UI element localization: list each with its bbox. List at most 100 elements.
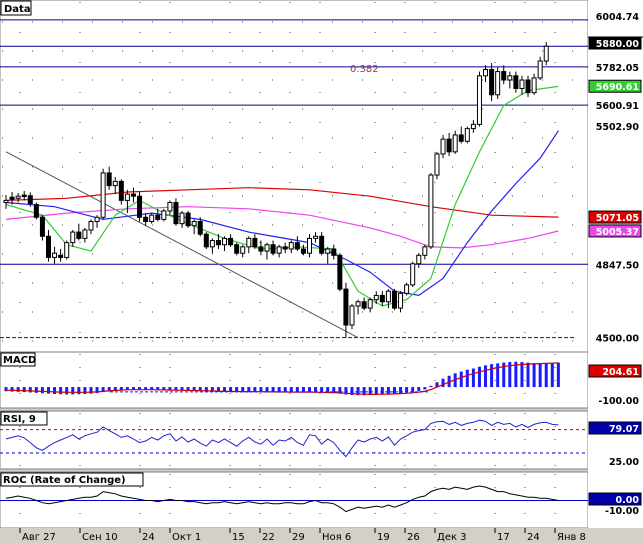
candle-body — [130, 193, 136, 197]
candle-body — [9, 196, 15, 200]
candle-body — [543, 45, 549, 62]
candle-body — [489, 68, 495, 96]
candle-body — [416, 254, 422, 265]
x-tick-label: Янв 8 — [557, 532, 586, 543]
macd-plot-area[interactable] — [0, 351, 589, 409]
candle-body — [428, 174, 434, 248]
candle-body — [64, 242, 70, 258]
candle-body — [52, 252, 58, 258]
roc-value-tag-label: 0.00 — [616, 495, 640, 506]
price-tag-label: 6004.74 — [596, 12, 640, 23]
candle-body — [234, 244, 240, 254]
candle-body — [45, 235, 51, 258]
main-panel-label: Data — [4, 4, 31, 15]
candle-body — [288, 242, 294, 250]
candle-body — [464, 128, 470, 142]
candle-body — [501, 71, 507, 81]
candle-body — [167, 202, 173, 212]
price-tag-bg — [588, 119, 642, 133]
price-tag-bg — [588, 9, 642, 23]
candle-body — [222, 237, 228, 246]
price-tag-bg — [588, 98, 642, 112]
rsi-value-tag: 79.07 — [588, 421, 642, 435]
candle-body — [385, 290, 391, 303]
candle-body — [106, 172, 112, 187]
candle-body — [337, 254, 343, 290]
x-tick-label: 15 — [232, 532, 245, 543]
candle-body — [70, 231, 76, 244]
candle-body — [76, 231, 82, 239]
price-tag-bg — [588, 257, 642, 271]
rsi-value-tag-label: 79.07 — [609, 424, 639, 435]
candle-body — [343, 288, 349, 326]
macd-axis-tag: -100.00 — [598, 396, 639, 407]
candle-body — [185, 212, 191, 227]
x-tick-label: 29 — [292, 532, 305, 543]
candle-body — [161, 210, 167, 220]
candle-body — [100, 172, 106, 218]
candle-body — [39, 216, 45, 237]
candle-body — [307, 237, 312, 254]
candle-body — [240, 246, 246, 254]
candle-body — [137, 195, 143, 218]
x-tick-label: 24 — [527, 532, 540, 543]
candle-body — [379, 294, 385, 303]
candle-body — [300, 248, 306, 254]
candle-body — [404, 284, 410, 294]
main-overlays — [0, 19, 588, 339]
price-tag-label: 5502.90 — [596, 122, 640, 133]
x-tick-label: 26 — [407, 532, 420, 543]
price-tag: 5690.61 — [588, 79, 642, 93]
candle-body — [410, 263, 416, 286]
rsi-series — [0, 419, 588, 458]
main-plot-area[interactable] — [0, 0, 589, 353]
price-tag: 4500.00 — [588, 331, 642, 345]
price-tag-label: 4847.50 — [596, 260, 640, 271]
candle-body — [173, 202, 179, 225]
candle-body — [58, 254, 64, 258]
x-axis: Авг 27 Сен 10 24 Окт 1 15 22 29 Ноя 6 19 26 Дек 3 1… — [0, 528, 643, 543]
price-tag: 5502.90 — [588, 119, 642, 133]
x-tick-label: Окт 1 — [172, 532, 201, 543]
candle-body — [21, 194, 27, 198]
x-tick-label: Ноя 6 — [322, 532, 351, 543]
candle-body — [258, 246, 264, 252]
rsi-level-tag: 25.00 — [609, 457, 639, 468]
roc-panel-label: ROC (Rate of Change) — [3, 475, 126, 486]
price-tag-bg — [588, 79, 642, 93]
candle-body — [513, 75, 519, 89]
candle-body — [349, 305, 355, 326]
candle-body — [519, 79, 525, 89]
x-tick-label: Дек 3 — [437, 532, 467, 543]
price-tag-bg — [588, 331, 642, 345]
price-tag: 5880.00 — [588, 36, 642, 50]
candle-body — [398, 292, 404, 309]
candle-body — [319, 235, 325, 254]
candle-body — [270, 244, 276, 254]
candle-body — [124, 193, 130, 201]
macd-value-tag-label: 204.61 — [602, 367, 639, 378]
candle-body — [446, 138, 452, 153]
macd-value-tag-bg — [588, 364, 642, 378]
macd-series — [4, 361, 560, 396]
rsi-value-tag-bg — [588, 421, 642, 435]
candle-body — [276, 246, 282, 254]
macd-axis-tag-label: -100.00 — [598, 396, 639, 407]
candle-body — [112, 180, 118, 187]
candle-body — [537, 60, 543, 79]
price-tag-label: 4500.00 — [596, 334, 640, 345]
candle-body — [458, 134, 464, 142]
price-tag-label: 5071.05 — [596, 213, 639, 224]
roc-value-tag-bg — [588, 492, 642, 506]
x-tick-label: Сен 10 — [82, 532, 118, 543]
candle-body — [507, 75, 513, 81]
candle-body — [367, 299, 373, 309]
macd-value-tag: 204.61 — [588, 364, 642, 378]
price-tag-bg — [588, 60, 642, 74]
candle-body — [391, 290, 397, 309]
macd-panel-label: MACD — [3, 355, 36, 366]
candle-body — [476, 75, 482, 125]
roc-line — [5, 485, 559, 513]
candle-body — [422, 246, 428, 256]
candle-body — [143, 216, 149, 223]
